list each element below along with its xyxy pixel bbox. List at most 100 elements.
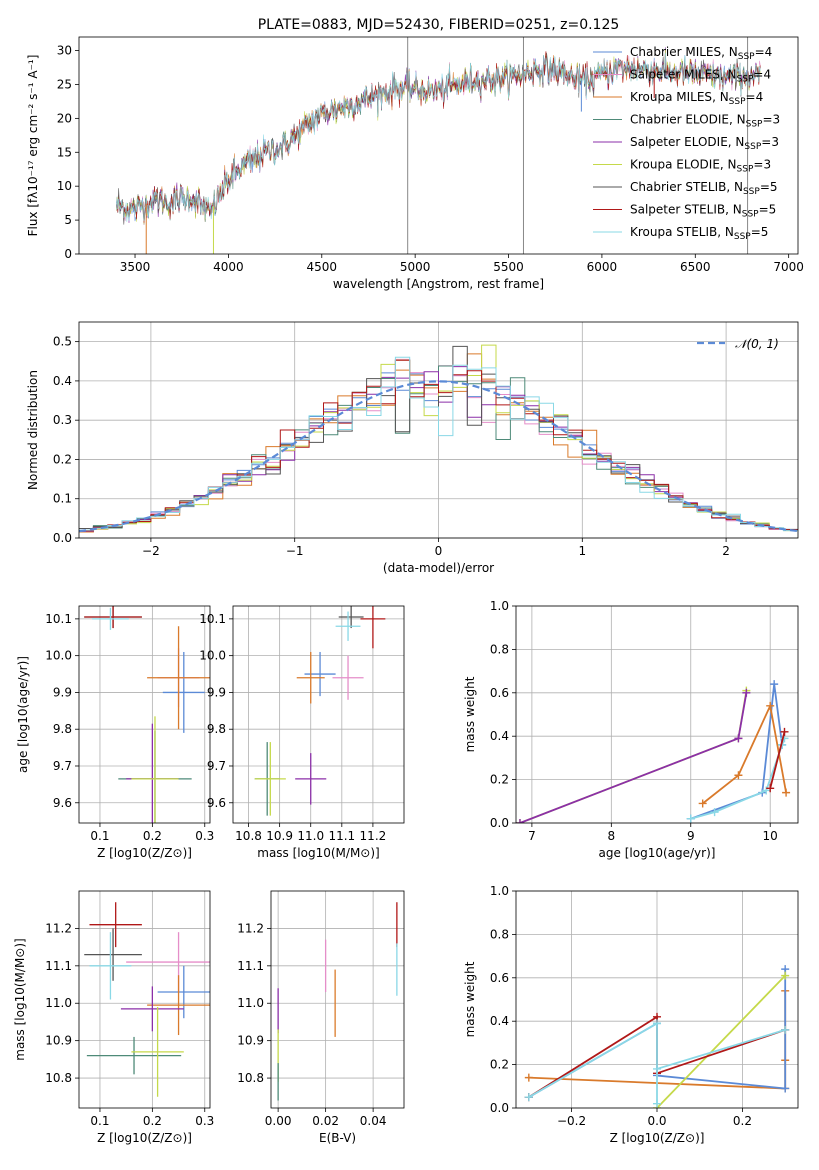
legend-nssp-sub: SSP: [743, 187, 760, 197]
y-tick-label: 9.6: [207, 796, 226, 810]
y-tick-label: 0.8: [490, 642, 509, 656]
axes-frame: [78, 605, 211, 824]
weight-point: [742, 688, 751, 697]
legend-nssp-sub: SSP: [729, 97, 746, 107]
x-tick-label: 0.00: [265, 1114, 292, 1128]
weight-line: [528, 1021, 786, 1104]
y-tick-label: 0.4: [490, 729, 509, 743]
y-tick-label: 0.8: [490, 927, 509, 941]
weight-point: [653, 1019, 661, 1028]
weight-point: [766, 701, 775, 710]
x-tick-label: 11.2: [360, 829, 387, 843]
y-tick-label: 0.3: [53, 413, 72, 427]
weight-point: [781, 1084, 790, 1093]
legend-nssp-value: 5: [770, 180, 778, 194]
legend-entry: Salpeter MILES, NSSP=4: [630, 68, 771, 85]
legend-nssp-eq: =: [760, 180, 770, 194]
weight-point: [780, 727, 789, 736]
y-tick-label: 10.9: [45, 1034, 72, 1048]
weight-point: [781, 1025, 790, 1034]
legend-nssp-prefix: , N: [721, 45, 738, 59]
x-tick-label: −1: [286, 544, 304, 558]
y-tick-label: 9.9: [207, 685, 226, 699]
y-tick-label: 5: [64, 213, 72, 227]
y-tick-label: 10.1: [199, 612, 226, 626]
y-tick-label: 0.5: [53, 335, 72, 349]
x-tick-label: 10.9: [266, 829, 293, 843]
weight-line: [690, 683, 783, 820]
plot-area: [254, 606, 386, 816]
x-tick-label: 11.0: [297, 829, 324, 843]
y-tick-label: 0.2: [53, 452, 72, 466]
y-tick-label: 11.1: [45, 959, 72, 973]
legend-nssp-prefix: , N: [729, 113, 746, 127]
legend-name: Salpeter MILES: [630, 68, 720, 82]
y-axis-label: age [log10(age/yr)]: [16, 656, 30, 773]
legend-nssp-prefix: , N: [726, 180, 743, 194]
y-tick-label: 9.8: [207, 722, 226, 736]
weight-line: [519, 690, 748, 823]
legend-nssp-value: 4: [765, 45, 773, 59]
weight-line: [702, 702, 787, 805]
weight-line: [519, 692, 748, 823]
x-tick-label: 0.04: [360, 1114, 387, 1128]
legend-nssp-eq: =: [753, 68, 763, 82]
y-tick-label: 10.0: [45, 649, 72, 663]
x-tick-label: 0.02: [312, 1114, 339, 1128]
legend-name: Salpeter ELODIE: [630, 135, 728, 149]
x-tick-label: 0.2: [143, 1114, 162, 1128]
x-axis-label: Z [log10(Z/Z⊙)]: [97, 1131, 192, 1145]
axes-frame: [515, 890, 799, 1109]
x-tick-label: 8: [608, 829, 616, 843]
x-axis-label: mass [log10(M/M⊙)]: [257, 846, 379, 860]
legend-nssp-prefix: , N: [725, 203, 742, 217]
x-tick-label: 0.2: [143, 829, 162, 843]
legend-entry: Kroupa MILES, NSSP=4: [630, 90, 763, 107]
x-tick-label: −0.2: [557, 1114, 586, 1128]
legend-entry: 𝒩(0, 1): [735, 337, 779, 351]
y-tick-label: 11.0: [237, 996, 264, 1010]
x-axis-label: (data-model)/error: [383, 561, 494, 575]
y-tick-label: 11.2: [45, 921, 72, 935]
y-tick-label: 11.0: [45, 996, 72, 1010]
panel-7: −0.2 0.0 0.2 0.0 0.2 0.4 0.6 0.8 1.0 Z [log10(Z/Z…: [463, 884, 799, 1145]
legend-name: Kroupa STELIB: [630, 225, 717, 239]
legend-nssp-prefix: , N: [720, 68, 737, 82]
y-axis-label: Flux [fλ10⁻¹⁷ erg cm⁻² s⁻¹ A⁻¹]: [26, 55, 40, 237]
legend-nssp-eq: =: [761, 135, 771, 149]
x-tick-label: 0.3: [195, 1114, 214, 1128]
x-tick-label: 6500: [680, 260, 711, 274]
legend-nssp-eq: =: [746, 90, 756, 104]
x-tick-label: 0: [435, 544, 443, 558]
y-axis-label: mass weight: [463, 676, 477, 752]
legend-nssp-sub: SSP: [738, 52, 755, 62]
panel-3: 10.8 10.9 11.0 11.1 11.2 9.6 9.7 9.8 9.9 10.0 10.1…: [199, 605, 405, 860]
x-axis-label: Z [log10(Z/Z⊙)]: [97, 846, 192, 860]
weight-line: [656, 974, 786, 1108]
legend-nssp-eq: =: [759, 203, 769, 217]
legend-name: Kroupa MILES: [630, 90, 712, 104]
axes-frame: [78, 321, 799, 539]
y-tick-label: 9.8: [53, 722, 72, 736]
x-tick-label: 10: [763, 829, 778, 843]
legend-name: Chabrier ELODIE: [630, 113, 729, 127]
y-tick-label: 0.6: [490, 971, 509, 985]
legend-nssp-prefix: , N: [728, 135, 745, 149]
y-tick-label: 0.1: [53, 492, 72, 506]
weight-point: [710, 808, 719, 817]
legend-nssp-sub: SSP: [746, 120, 763, 130]
weight-line: [769, 731, 786, 789]
spectrum-kroupa-stelib: [116, 52, 761, 222]
legend-nssp-value: 5: [761, 225, 769, 239]
y-tick-label: 10: [57, 179, 72, 193]
weight-point: [766, 784, 775, 793]
legend-name: Salpeter STELIB: [630, 203, 725, 217]
legend-nssp-eq: =: [762, 113, 772, 127]
legend-name: Kroupa ELODIE: [630, 158, 720, 172]
legend-nssp-value: 3: [763, 158, 771, 172]
y-tick-label: 0.0: [490, 1101, 509, 1115]
y-tick-label: 9.9: [53, 685, 72, 699]
legend-entry: Kroupa STELIB, NSSP=5: [630, 225, 768, 242]
legend-name: Chabrier MILES: [630, 45, 721, 59]
